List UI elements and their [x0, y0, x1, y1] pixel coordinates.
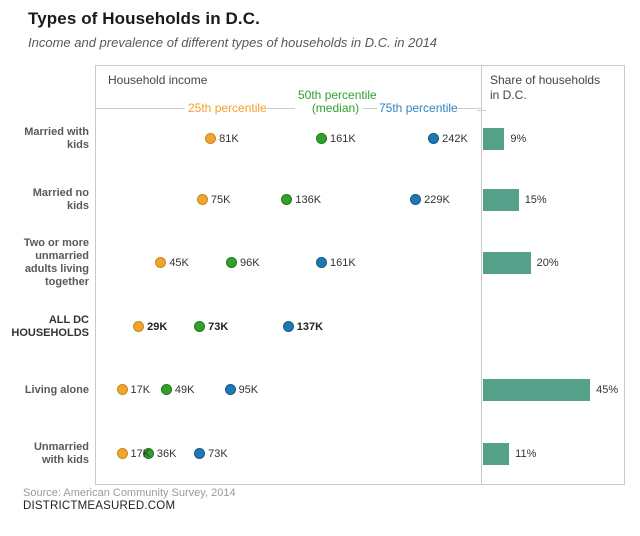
row-label: Unmarried with kids: [33, 441, 89, 466]
legend-connector-line: [267, 108, 295, 109]
value-label-p50: 36K: [156, 448, 177, 460]
share-bar: [483, 189, 519, 211]
dot-p50: [160, 384, 172, 395]
value-label-p50: 96K: [239, 257, 260, 269]
chart-subtitle: Income and prevalence of different types…: [28, 35, 438, 50]
dot-p25: [155, 257, 167, 268]
share-bar: [483, 443, 510, 465]
value-label-p50: 136K: [295, 194, 322, 206]
dot-p75: [282, 321, 294, 332]
share-bar-label: 45%: [596, 384, 619, 396]
legend-median-label: (median): [311, 101, 360, 115]
page-title: Types of Households in D.C.: [28, 9, 260, 28]
legend-50th-percentile-label: 50th percentile: [298, 88, 377, 102]
share-axis-tick: [477, 110, 486, 111]
value-label-p25: 17K: [130, 384, 151, 396]
dot-p25: [205, 133, 217, 144]
share-bar: [483, 128, 505, 150]
value-label-p75: 161K: [329, 257, 356, 269]
value-label-p75: 95K: [238, 384, 259, 396]
dot-p75: [315, 257, 327, 268]
share-bar: [483, 252, 531, 274]
value-label-p50: 49K: [174, 384, 195, 396]
site-credit: DISTRICTMEASURED.COM: [23, 500, 176, 512]
share-bar-label: 20%: [536, 257, 559, 269]
value-label-p75: 229K: [424, 194, 450, 206]
dot-p50: [194, 321, 206, 332]
right-panel-header: Share of households in D.C.: [490, 73, 601, 102]
value-label-p25: 81K: [219, 133, 239, 145]
legend-connector-line: [96, 108, 185, 109]
value-label-p25: 75K: [210, 194, 231, 206]
share-bar-label: 15%: [524, 194, 547, 206]
share-bar-label: 9%: [510, 133, 527, 145]
dot-p50: [142, 448, 154, 459]
value-label-p50: 161K: [329, 133, 356, 145]
legend-connector-line: [363, 108, 377, 109]
dot-p50: [281, 194, 293, 205]
legend-connector-line: [458, 108, 481, 109]
dot-p25: [116, 384, 128, 395]
dot-p25: [196, 194, 208, 205]
row-label: Married with kids: [24, 126, 89, 151]
dot-p75: [410, 194, 422, 205]
share-bar-label: 11%: [515, 448, 537, 460]
value-label-p75: 73K: [208, 448, 228, 460]
chart-plot-area: Household income Share of households in …: [95, 65, 625, 485]
source-credit: Source: American Community Survey, 2014: [23, 487, 236, 499]
value-label-p25: 45K: [169, 257, 189, 269]
dot-p75: [194, 448, 206, 459]
row-label: Two or more unmarried adults living toge…: [23, 237, 89, 288]
dot-p75: [428, 133, 440, 144]
dot-p50: [315, 133, 327, 144]
value-label-p75: 137K: [296, 321, 324, 333]
dot-p25: [116, 448, 128, 459]
row-label: Married no kids: [32, 187, 89, 212]
row-label: ALL DC HOUSEHOLDS: [11, 314, 89, 339]
value-label-p75: 242K: [442, 133, 468, 145]
share-bar: [483, 379, 591, 401]
dot-p25: [133, 321, 145, 332]
legend-25th-percentile-label: 25th percentile: [188, 101, 267, 115]
dot-p75: [224, 384, 236, 395]
value-label-p25: 17K: [130, 448, 151, 460]
value-label-p50: 73K: [208, 321, 229, 333]
left-panel-header: Household income: [108, 73, 208, 87]
dot-p50: [225, 257, 237, 268]
panel-divider: [481, 66, 482, 484]
value-label-p25: 29K: [147, 321, 168, 333]
row-label: Living alone: [24, 383, 89, 396]
legend-75th-percentile-label: 75th percentile: [379, 101, 458, 115]
